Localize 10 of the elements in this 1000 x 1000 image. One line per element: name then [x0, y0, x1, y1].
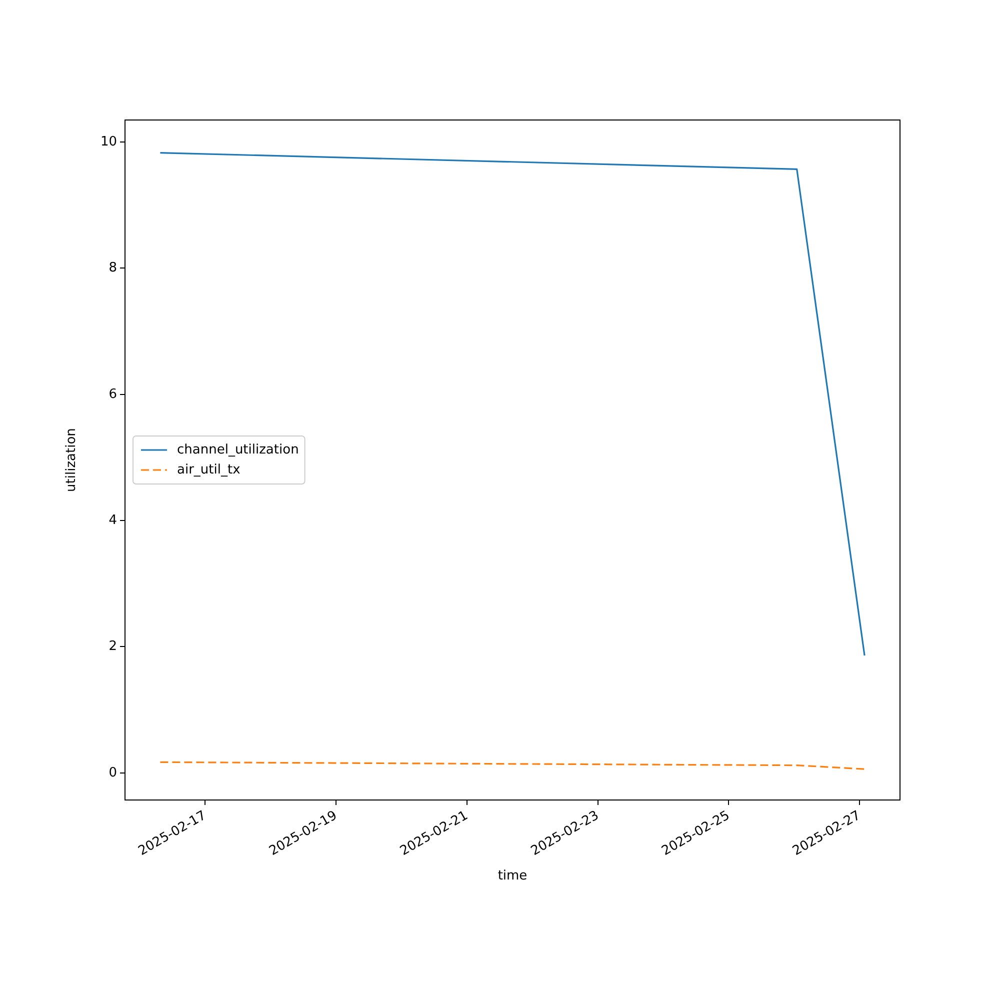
y-tick-label: 2 [108, 639, 117, 654]
y-tick-label: 6 [108, 386, 117, 402]
y-tick-label: 0 [108, 765, 117, 780]
y-axis-title: utilization [64, 428, 80, 492]
legend-label: air_util_tx [177, 462, 241, 478]
legend-label: channel_utilization [177, 442, 299, 458]
y-tick-label: 4 [108, 512, 117, 528]
y-tick-label: 8 [108, 260, 117, 276]
x-axis-title: time [498, 868, 528, 884]
y-tick-label: 10 [100, 134, 117, 150]
